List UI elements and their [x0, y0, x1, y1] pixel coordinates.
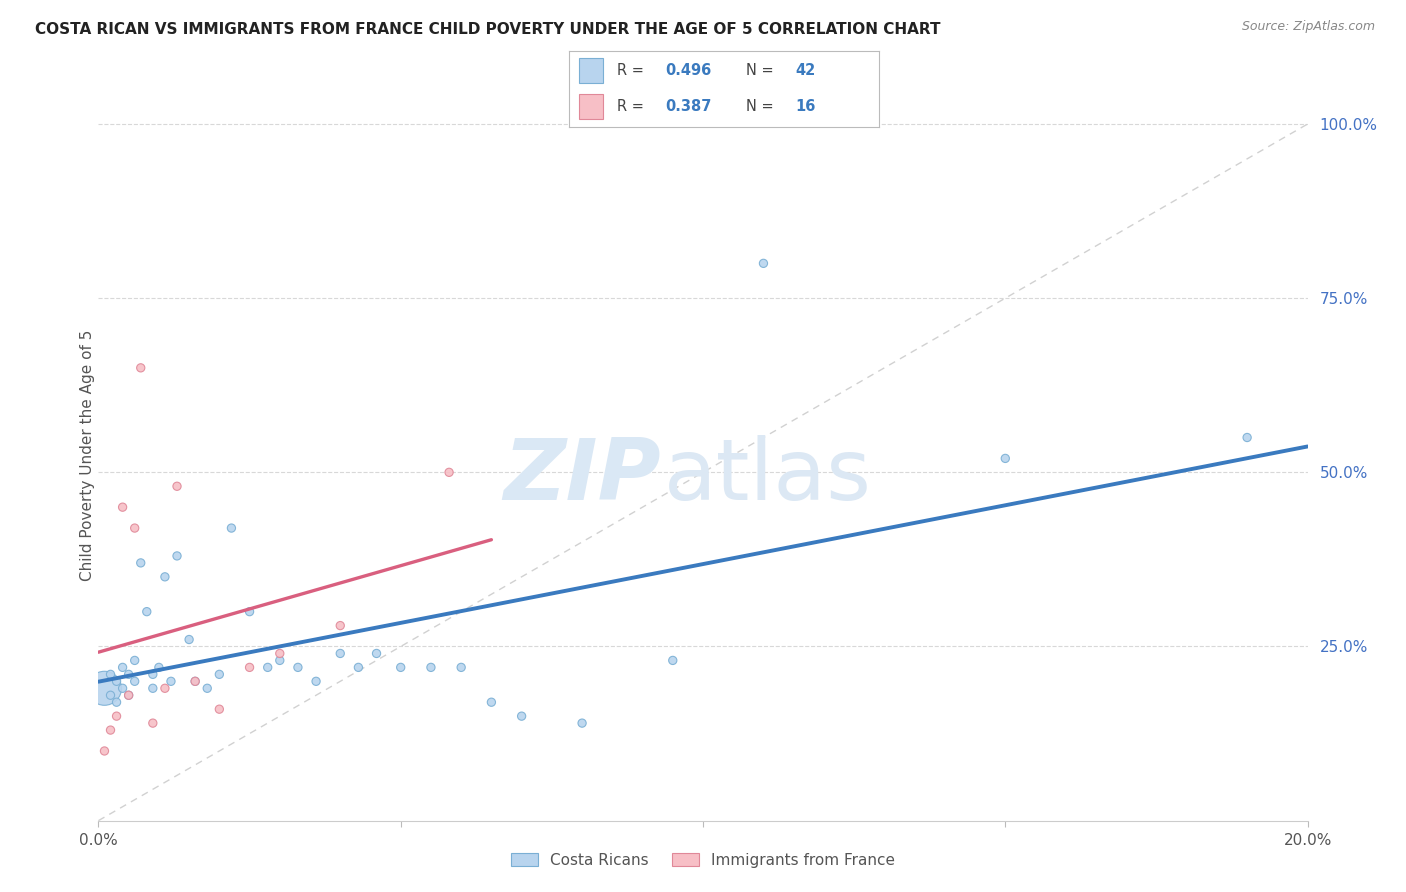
Point	[160, 674, 183, 689]
Point	[450, 660, 472, 674]
Point	[148, 660, 170, 674]
Point	[329, 647, 352, 661]
Point	[166, 549, 188, 563]
Point	[124, 653, 146, 667]
Point	[118, 667, 141, 681]
Point	[179, 632, 201, 647]
Point	[221, 521, 243, 535]
Point	[142, 681, 165, 696]
Point	[142, 716, 165, 731]
Point	[256, 660, 278, 674]
FancyBboxPatch shape	[579, 94, 603, 119]
Point	[166, 479, 188, 493]
Point	[208, 667, 231, 681]
Point	[571, 716, 593, 731]
Point	[661, 653, 683, 667]
Point	[105, 709, 128, 723]
Point	[111, 681, 134, 696]
Point	[184, 674, 207, 689]
Point	[105, 674, 128, 689]
Point	[111, 500, 134, 515]
Text: N =: N =	[745, 63, 778, 78]
Point	[100, 667, 122, 681]
Point	[481, 695, 503, 709]
Text: 42: 42	[796, 63, 815, 78]
Text: R =: R =	[617, 99, 650, 114]
Point	[142, 667, 165, 681]
Point	[239, 660, 262, 674]
Point	[347, 660, 370, 674]
Y-axis label: Child Poverty Under the Age of 5: Child Poverty Under the Age of 5	[80, 329, 94, 581]
Point	[124, 521, 146, 535]
Text: 0.387: 0.387	[665, 99, 711, 114]
Point	[420, 660, 443, 674]
Point	[239, 605, 262, 619]
Point	[510, 709, 533, 723]
Point	[269, 647, 291, 661]
Text: Source: ZipAtlas.com: Source: ZipAtlas.com	[1241, 20, 1375, 33]
Point	[153, 681, 176, 696]
Text: 0.496: 0.496	[665, 63, 711, 78]
Point	[129, 360, 152, 375]
Point	[994, 451, 1017, 466]
Text: ZIP: ZIP	[503, 435, 661, 518]
Point	[111, 660, 134, 674]
Point	[195, 681, 218, 696]
Point	[329, 618, 352, 632]
Point	[437, 466, 460, 480]
Point	[100, 723, 122, 737]
Point	[153, 570, 176, 584]
Point	[135, 605, 157, 619]
Point	[100, 688, 122, 702]
Point	[752, 256, 775, 270]
Point	[184, 674, 207, 689]
Point	[129, 556, 152, 570]
Point	[366, 647, 388, 661]
Point	[305, 674, 328, 689]
Point	[389, 660, 412, 674]
Point	[118, 688, 141, 702]
Legend: Costa Ricans, Immigrants from France: Costa Ricans, Immigrants from France	[510, 853, 896, 868]
Text: 16: 16	[796, 99, 815, 114]
Text: COSTA RICAN VS IMMIGRANTS FROM FRANCE CHILD POVERTY UNDER THE AGE OF 5 CORRELATI: COSTA RICAN VS IMMIGRANTS FROM FRANCE CH…	[35, 22, 941, 37]
Point	[124, 674, 146, 689]
Point	[269, 653, 291, 667]
Point	[287, 660, 309, 674]
Point	[118, 688, 141, 702]
Point	[93, 744, 115, 758]
Point	[208, 702, 231, 716]
Text: N =: N =	[745, 99, 778, 114]
FancyBboxPatch shape	[579, 59, 603, 84]
Point	[105, 695, 128, 709]
Point	[1236, 430, 1258, 444]
Text: R =: R =	[617, 63, 650, 78]
Text: atlas: atlas	[664, 435, 872, 518]
Point	[93, 681, 115, 696]
